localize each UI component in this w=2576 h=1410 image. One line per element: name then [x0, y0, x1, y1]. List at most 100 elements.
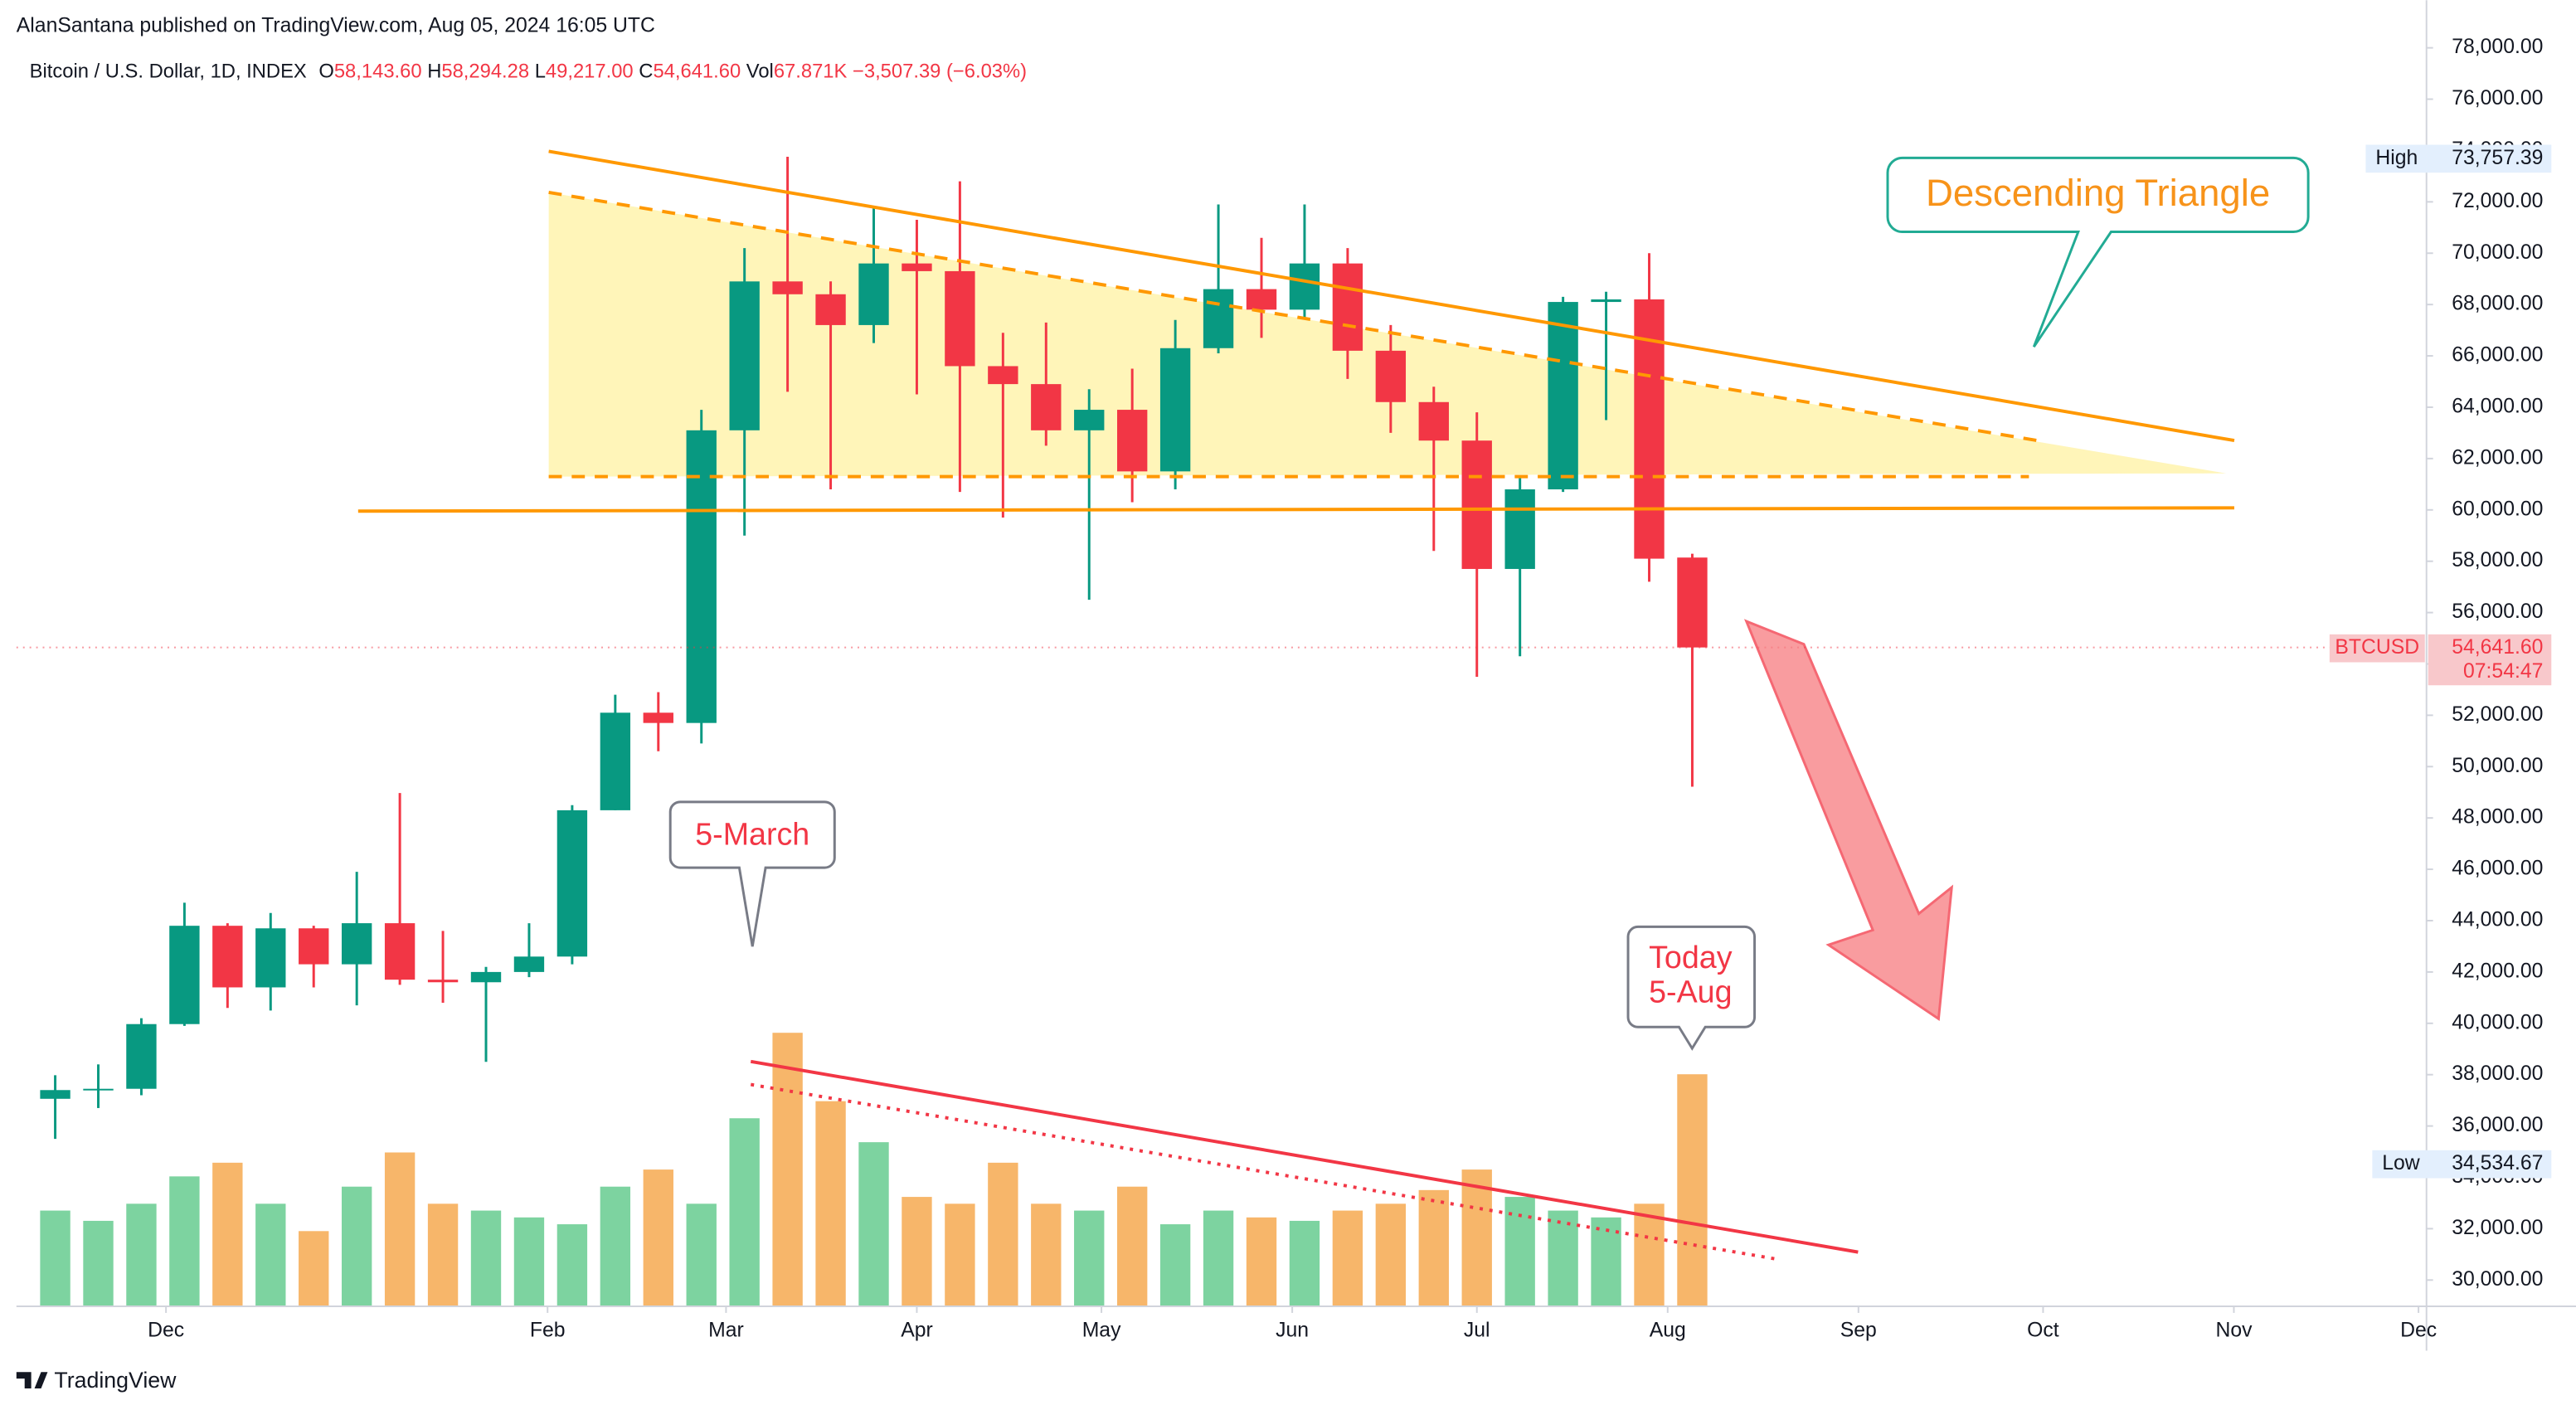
- candle-body: [729, 281, 760, 430]
- x-tick-label: Dec: [2400, 1319, 2437, 1341]
- o-value: 58,143.60: [334, 61, 422, 83]
- volume-bar: [1246, 1217, 1277, 1306]
- volume-trendline: [750, 1059, 1859, 1254]
- volume-bar: [126, 1203, 157, 1306]
- upper-trendline: [548, 149, 2235, 443]
- l-value: 49,217.00: [546, 61, 634, 83]
- candle-body: [1031, 384, 1062, 430]
- candle-body: [384, 923, 416, 980]
- y-tick-label: 38,000.00: [2452, 1062, 2543, 1085]
- x-tick-label: Apr: [901, 1319, 933, 1341]
- low-badge: [2372, 1150, 2552, 1179]
- volume-bar: [40, 1210, 70, 1306]
- candle-body: [1677, 557, 1708, 648]
- y-tick-label: 36,000.00: [2452, 1114, 2543, 1136]
- today-label: Today: [1649, 940, 1733, 975]
- y-tick-label: 42,000.00: [2452, 960, 2543, 982]
- candle-body: [1289, 263, 1320, 310]
- y-tick-label: 62,000.00: [2452, 446, 2543, 469]
- candle-body: [1548, 302, 1578, 490]
- candle-body: [858, 263, 889, 325]
- volume-bar: [1074, 1210, 1105, 1306]
- candle-body: [169, 926, 200, 1024]
- support-line: [357, 506, 2234, 513]
- candle-body: [1504, 489, 1535, 569]
- volume-bar: [255, 1203, 286, 1306]
- symbol-label: BTCUSD: [2335, 636, 2419, 659]
- y-tick-label: 78,000.00: [2452, 36, 2543, 58]
- volume-bar: [1289, 1220, 1320, 1306]
- candle-body: [1461, 440, 1492, 569]
- candle-body: [815, 294, 846, 325]
- volume-bar: [1418, 1189, 1449, 1306]
- volume-bar: [1031, 1203, 1062, 1306]
- c-value: 54,641.60: [653, 61, 741, 83]
- x-tick-label: Sep: [1840, 1319, 1877, 1341]
- march-label: 5-March: [695, 816, 809, 851]
- y-tick-label: 68,000.00: [2452, 293, 2543, 315]
- volume-bar: [858, 1142, 889, 1306]
- candle-body: [40, 1090, 70, 1099]
- volume-bar: [1461, 1169, 1492, 1306]
- footer: TradingView: [16, 1368, 177, 1393]
- change: −3,507.39 (−6.03%): [853, 61, 1027, 83]
- y-tick-label: 66,000.00: [2452, 344, 2543, 367]
- y-tick-label: 72,000.00: [2452, 190, 2543, 212]
- volume-bar: [513, 1217, 545, 1306]
- volume-bar: [1159, 1224, 1191, 1306]
- brand: TradingView: [54, 1368, 177, 1393]
- candle-body: [988, 366, 1018, 385]
- candle-body: [772, 281, 803, 294]
- volume-bar: [1634, 1203, 1665, 1306]
- candle-body: [83, 1088, 114, 1091]
- vol-value: 67.871K: [774, 61, 848, 83]
- volume-bar: [470, 1210, 502, 1306]
- pattern-callout: [1886, 156, 2310, 348]
- volume-bar: [1375, 1203, 1407, 1306]
- candle-body: [902, 263, 932, 271]
- candle-body: [1159, 348, 1191, 472]
- candle-body: [557, 810, 588, 957]
- y-tick-label: 50,000.00: [2452, 755, 2543, 777]
- volume-bar: [988, 1162, 1018, 1306]
- l-label: L: [535, 61, 546, 83]
- x-tick-label: Jun: [1276, 1319, 1309, 1341]
- candle-body: [600, 712, 631, 810]
- y-tick-label: 48,000.00: [2452, 806, 2543, 829]
- y-tick-label: 32,000.00: [2452, 1217, 2543, 1239]
- x-tick-label: Oct: [2027, 1319, 2059, 1341]
- h-label: H: [427, 61, 441, 83]
- volume-bar: [945, 1203, 975, 1306]
- volume-bar: [384, 1152, 416, 1306]
- candle-body: [1418, 401, 1449, 441]
- y-tick-label: 60,000.00: [2452, 498, 2543, 520]
- high-badge: [2365, 144, 2552, 173]
- candle-body: [945, 270, 975, 367]
- symbol-badge: [2329, 634, 2425, 663]
- ohlc-legend: Bitcoin / U.S. Dollar, 1D, INDEX O58,143…: [30, 61, 1027, 83]
- candle-body: [341, 923, 372, 965]
- y-tick-label: 40,000.00: [2452, 1011, 2543, 1033]
- x-tick-label: May: [1082, 1319, 1121, 1341]
- volume-bar: [1548, 1210, 1578, 1306]
- volume-bar: [1332, 1210, 1363, 1306]
- x-tick-label: Dec: [148, 1319, 184, 1341]
- x-tick-label: Jul: [1464, 1319, 1490, 1341]
- drawings: Descending Triangle 5-March Today 5-Aug: [16, 149, 2427, 1261]
- candle-body: [1116, 410, 1148, 472]
- candle-body: [686, 430, 717, 723]
- candle-body: [643, 712, 673, 723]
- axes: 30,000.0032,000.0034,000.0036,000.0038,0…: [148, 36, 2543, 1341]
- volume-bar: [299, 1231, 329, 1306]
- candle-body: [427, 980, 459, 983]
- low-label: Low: [2382, 1152, 2420, 1174]
- volume-bar: [341, 1186, 372, 1306]
- candle-body: [470, 971, 502, 983]
- y-tick-label: 56,000.00: [2452, 600, 2543, 623]
- o-label: O: [318, 61, 334, 83]
- volume-bar: [1203, 1210, 1234, 1306]
- y-tick-label: 64,000.00: [2452, 396, 2543, 418]
- pattern-label: Descending Triangle: [1926, 172, 2270, 214]
- logo: [16, 1372, 48, 1389]
